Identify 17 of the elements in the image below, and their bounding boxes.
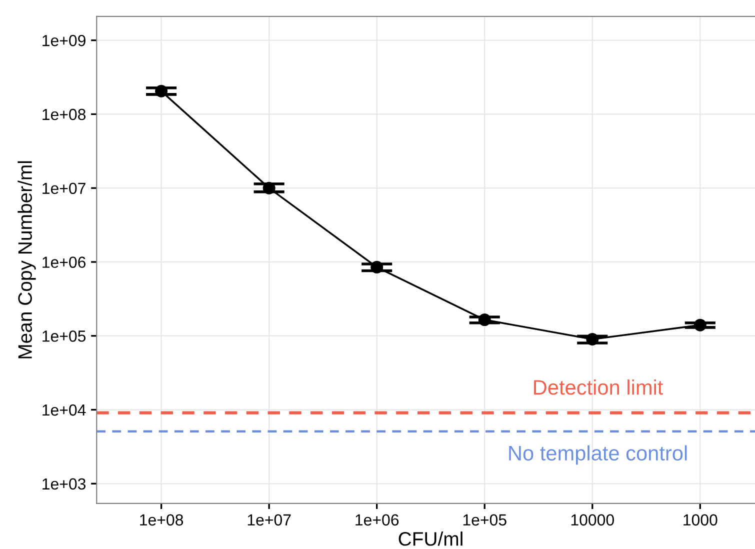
y-tick-label: 1e+08 <box>42 108 86 120</box>
x-tick-label: 1e+05 <box>463 514 506 526</box>
x-tick-label: 10000 <box>571 514 614 526</box>
x-tick-label: 1000 <box>684 514 718 526</box>
y-axis-title: Mean Copy Number/ml <box>18 161 36 358</box>
y-tick-label: 1e+05 <box>42 330 86 342</box>
y-tick-label: 1e+04 <box>42 404 86 416</box>
x-tick-label: 1e+08 <box>140 514 184 526</box>
ref-line-label: No template control <box>509 445 687 465</box>
x-tick-label: 1e+07 <box>248 514 291 526</box>
ref-line-label: Detection limit <box>534 379 664 395</box>
x-tick-label: 1e+06 <box>356 514 399 526</box>
y-tick-label: 1e+07 <box>42 182 86 194</box>
y-tick-label: 1e+06 <box>42 256 86 268</box>
y-tick-label: 1e+09 <box>42 34 86 46</box>
y-tick-label: 1e+03 <box>42 478 86 490</box>
x-axis-title: CFU/ml <box>398 532 462 546</box>
